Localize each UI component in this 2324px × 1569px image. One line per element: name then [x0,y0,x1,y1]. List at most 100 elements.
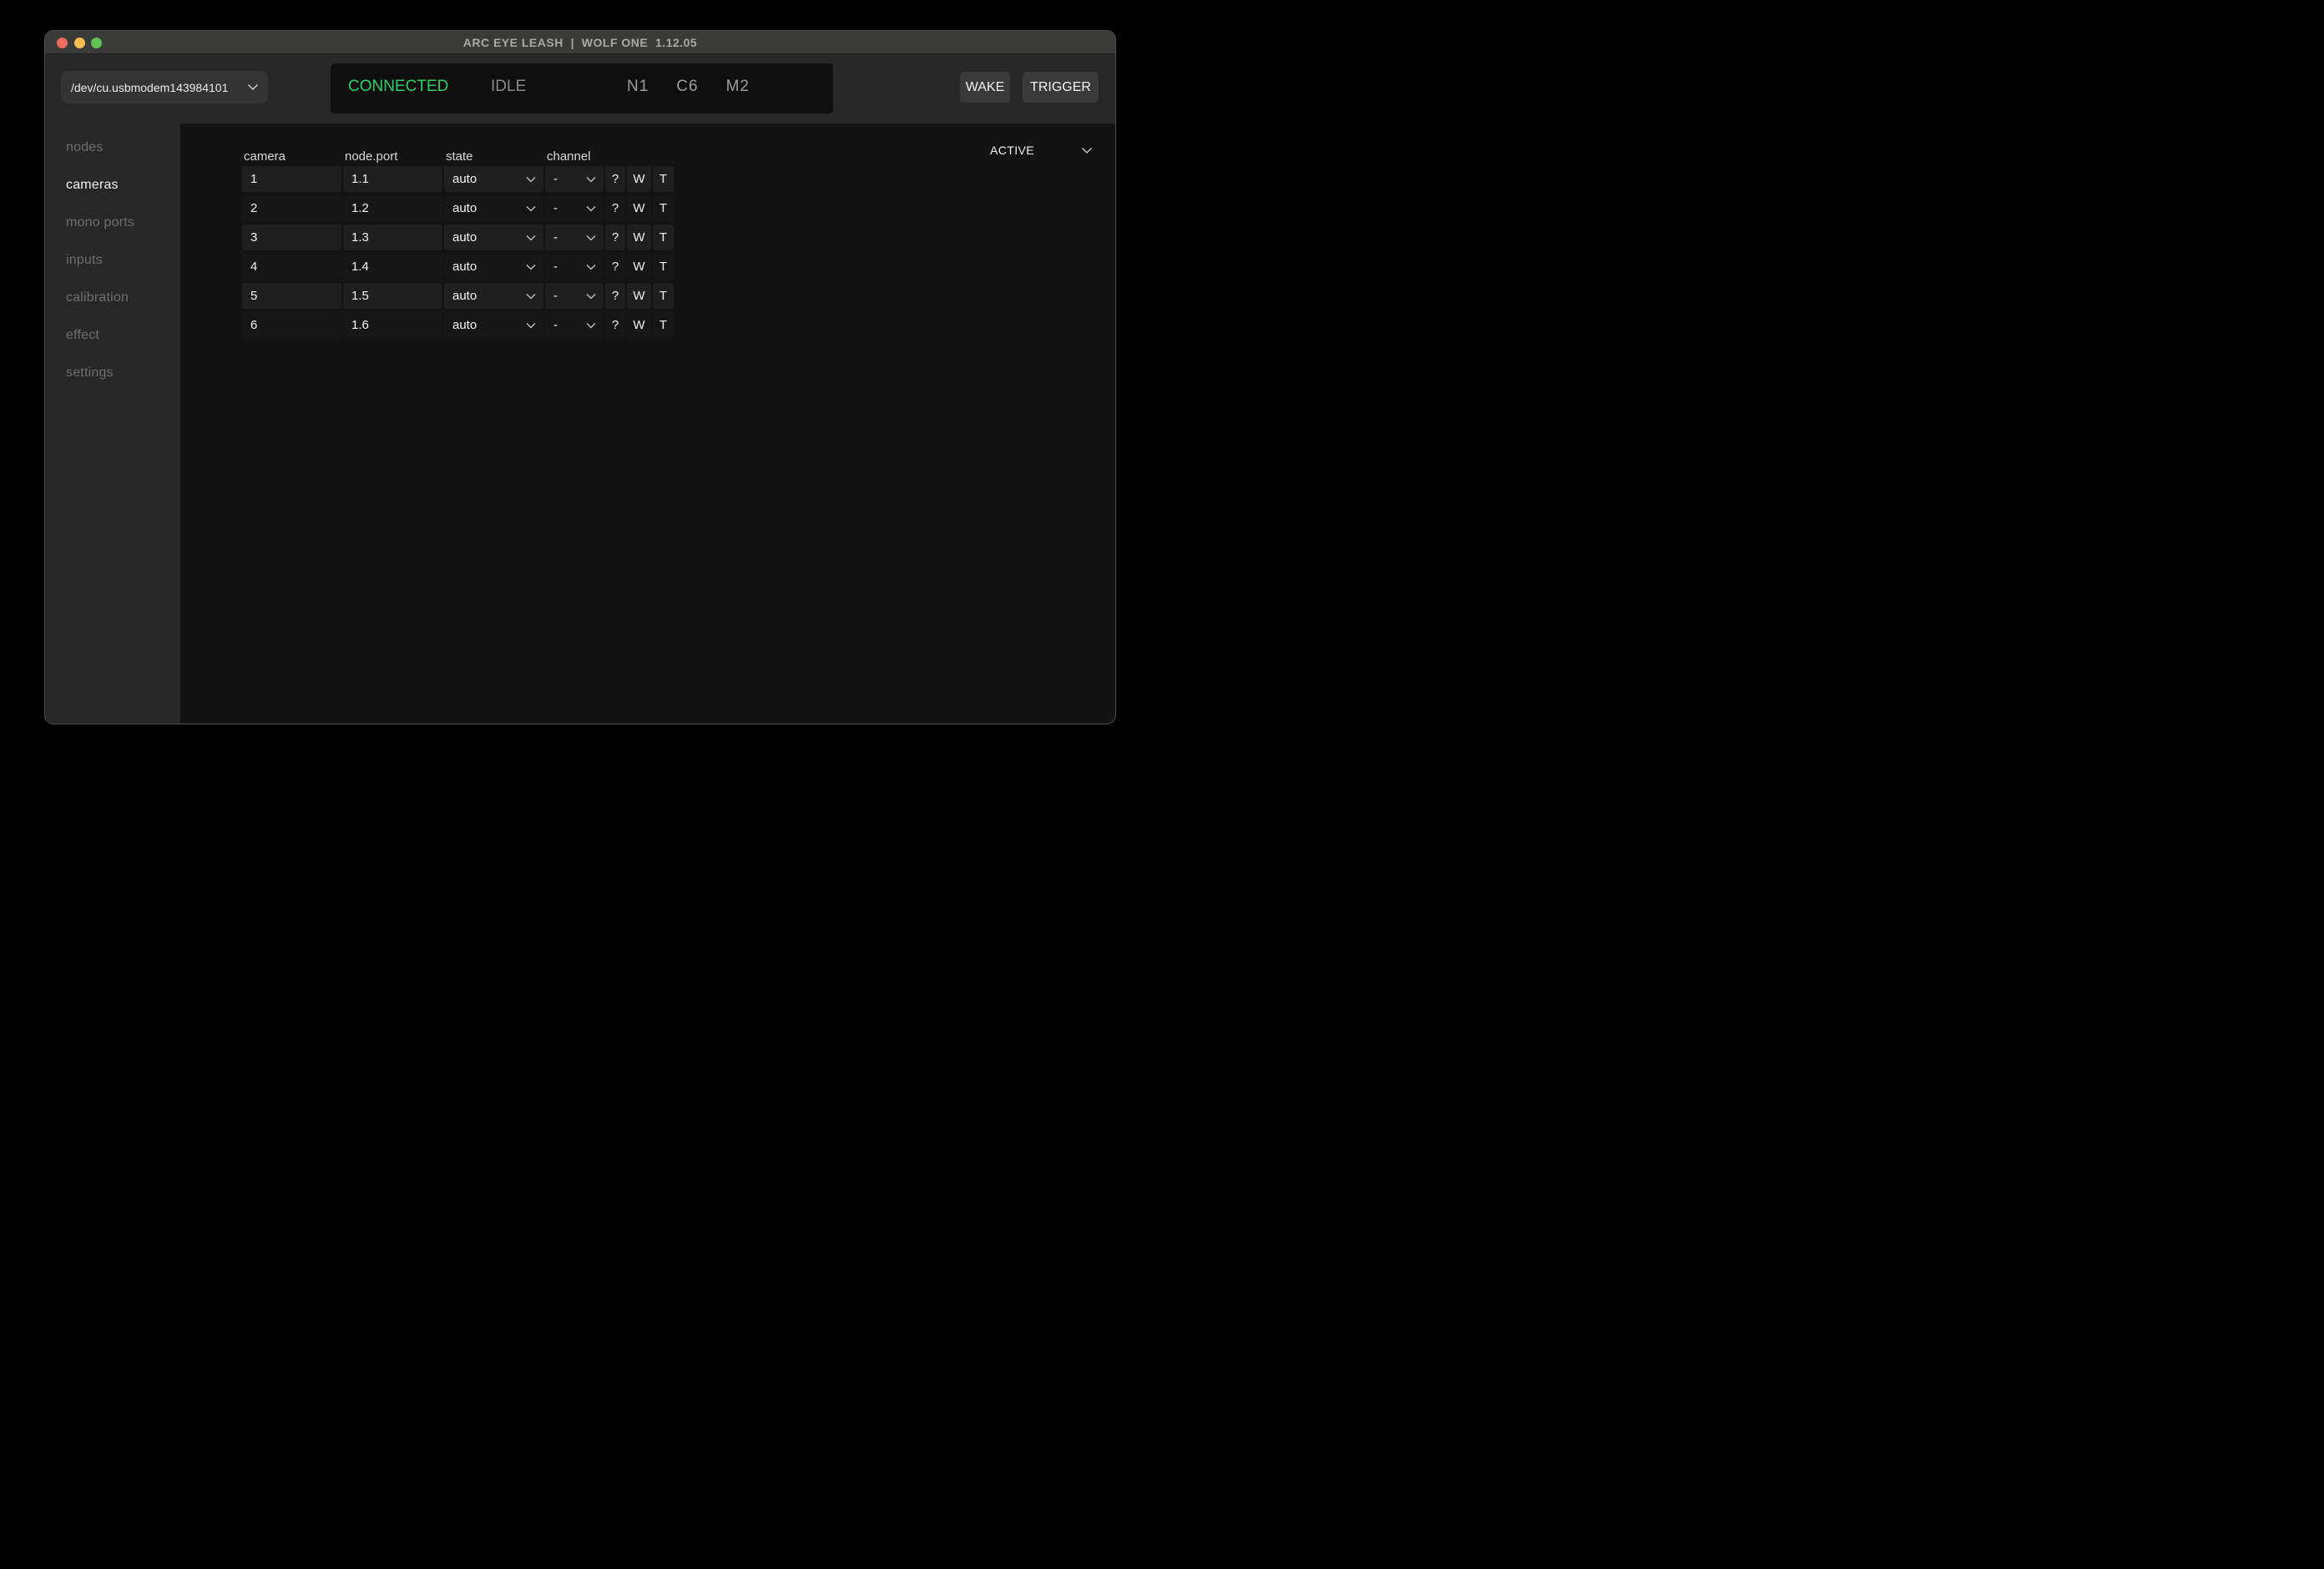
content-panel: ACTIVE camera node.port state channel [180,124,1115,724]
close-button[interactable] [57,37,68,48]
chevron-down-icon [247,83,259,91]
camera-cell: 1 [242,166,341,192]
table-row: 2 1.2 auto - [242,195,674,221]
trigger-row-button[interactable]: T [653,195,674,221]
state-value: auto [452,260,477,274]
wake-row-button[interactable]: W [627,166,651,192]
chevron-down-icon [526,264,536,270]
channel-select[interactable]: - [545,283,604,309]
channel-value: - [553,230,558,245]
sidebar-item-label: calibration [66,290,129,305]
sidebar-item-label: settings [66,366,114,380]
query-button[interactable]: ? [605,312,625,338]
column-header-channel: channel [547,149,591,164]
wake-row-button[interactable]: W [627,225,651,250]
channel-value: - [553,289,558,303]
state-select[interactable]: auto [444,254,543,280]
app-window: ARC EYE LEASH | WOLF ONE 1.12.05 /dev/cu… [45,31,1115,724]
channel-value: - [553,318,558,332]
chevron-down-icon [586,322,596,329]
wake-row-button[interactable]: W [627,312,651,338]
state-select[interactable]: auto [444,166,543,192]
channel-select[interactable]: - [545,225,604,250]
active-filter-select[interactable]: ACTIVE [990,140,1093,160]
table-row: 5 1.5 auto - [242,283,674,309]
wake-button[interactable]: WAKE [960,72,1010,103]
state-select[interactable]: auto [444,195,543,221]
sidebar-item[interactable]: mono ports [45,204,180,241]
cameras-table: camera node.port state channel 1 1.1 [242,148,674,341]
chevron-down-icon [526,205,536,212]
trigger-row-button[interactable]: T [653,166,674,192]
camera-cell: 4 [242,254,341,280]
channel-select[interactable]: - [545,195,604,221]
camera-number: 6 [250,318,258,332]
state-value: auto [452,230,477,245]
trigger-row-button[interactable]: T [653,283,674,309]
wake-row-button[interactable]: W [627,254,651,280]
state-value: auto [452,201,477,215]
serial-port-select[interactable]: /dev/cu.usbmodem143984101 [61,71,268,103]
sidebar-item[interactable]: nodes [45,129,180,166]
channel-value: - [553,201,558,215]
column-header-state: state [446,149,473,164]
query-button[interactable]: ? [605,225,625,250]
query-button[interactable]: ? [605,166,625,192]
sidebar-item[interactable]: calibration [45,279,180,316]
chevron-down-icon [586,176,596,183]
camera-cell: 3 [242,225,341,250]
sidebar-item-label: mono ports [66,215,135,230]
sidebar: nodes cameras mono ports inputs calibrat… [45,129,180,391]
query-button[interactable]: ? [605,195,625,221]
window-title: ARC EYE LEASH | WOLF ONE 1.12.05 [462,35,698,49]
query-button[interactable]: ? [605,283,625,309]
query-button[interactable]: ? [605,254,625,280]
wake-row-button[interactable]: W [627,195,651,221]
zoom-button[interactable] [91,37,102,48]
camera-number: 3 [250,230,258,245]
sidebar-item-label: cameras [66,178,119,192]
trigger-row-button[interactable]: T [653,312,674,338]
table-body: 1 1.1 auto - [242,166,674,338]
node-port-value: 1.2 [351,201,369,215]
chevron-down-icon [526,293,536,300]
state-select[interactable]: auto [444,283,543,309]
table-row: 1 1.1 auto - [242,166,674,192]
status-indicator: N1 [627,78,649,95]
camera-number: 5 [250,289,258,303]
node-port-value: 1.1 [351,172,369,186]
state-value: auto [452,289,477,303]
state-select[interactable]: auto [444,225,543,250]
node-port-cell: 1.1 [343,166,442,192]
table-row: 4 1.4 auto - [242,254,674,280]
title-bar[interactable]: ARC EYE LEASH | WOLF ONE 1.12.05 [45,31,1115,54]
connection-status: CONNECTED [348,78,449,95]
activity-status: IDLE [491,78,527,95]
wake-row-button[interactable]: W [627,283,651,309]
table-header-row: camera node.port state channel [242,148,674,164]
channel-value: - [553,172,558,186]
column-header-node-port: node.port [345,149,398,164]
active-filter-value: ACTIVE [990,144,1034,157]
trigger-row-button[interactable]: T [653,254,674,280]
sidebar-item[interactable]: cameras [45,166,180,204]
minimize-button[interactable] [73,37,85,48]
sidebar-item[interactable]: effect [45,316,180,354]
trigger-button[interactable]: TRIGGER [1023,72,1099,103]
status-indicator: C6 [676,78,699,95]
trigger-row-button[interactable]: T [653,225,674,250]
camera-number: 1 [250,172,258,186]
status-indicator: M2 [725,78,750,95]
channel-select[interactable]: - [545,254,604,280]
camera-number: 4 [250,260,258,274]
sidebar-item[interactable]: settings [45,354,180,391]
state-select[interactable]: auto [444,312,543,338]
state-value: auto [452,172,477,186]
channel-select[interactable]: - [545,166,604,192]
sidebar-item[interactable]: inputs [45,241,180,279]
node-port-cell: 1.2 [343,195,442,221]
channel-select[interactable]: - [545,312,604,338]
chevron-down-icon [1081,147,1093,154]
sidebar-item-label: effect [66,328,100,342]
chevron-down-icon [586,205,596,212]
